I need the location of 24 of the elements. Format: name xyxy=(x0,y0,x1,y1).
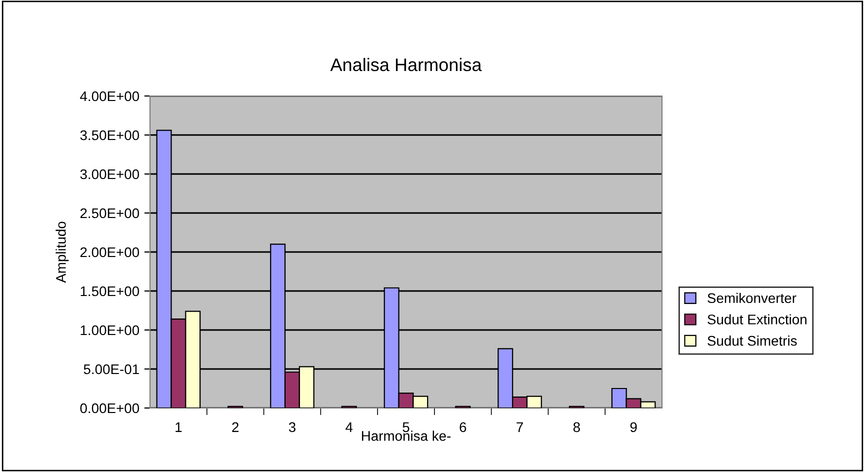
y-tick-label: 5.00E-01 xyxy=(84,364,139,374)
x-tick-label: 2 xyxy=(232,422,238,432)
y-tick-label: 2.50E+00 xyxy=(80,208,140,218)
y-tick-label: 0.00E+00 xyxy=(80,403,140,414)
legend-label: Sudut Extinction xyxy=(708,314,806,324)
x-tick-label: 9 xyxy=(630,422,637,432)
x-tick-label: 5 xyxy=(402,422,410,432)
legend-label: Sudut Simetris xyxy=(708,336,797,346)
x-tick-label: 1 xyxy=(176,422,182,432)
y-tick-label: 2.00E+00 xyxy=(80,247,140,258)
x-tick-label: 6 xyxy=(460,422,466,432)
y-tick-label: 1.50E+00 xyxy=(80,286,140,296)
x-tick-label: 7 xyxy=(516,422,523,432)
y-tick-label: 1.00E+00 xyxy=(80,325,140,336)
x-tick-label: 4 xyxy=(346,422,353,432)
x-tick-label: 3 xyxy=(288,422,296,432)
y-tick-label: 4.00E+00 xyxy=(80,91,140,102)
y-tick-label: 3.00E+00 xyxy=(80,169,140,180)
x-axis-title: Harmonisa ke- xyxy=(362,430,451,441)
y-axis-title: Amplitudo xyxy=(56,222,69,283)
y-tick-label: 3.50E+00 xyxy=(80,130,140,140)
chart-title: Analisa Harmonisa xyxy=(330,58,482,72)
legend-label: Semikonverter xyxy=(708,292,796,304)
x-tick-label: 8 xyxy=(573,422,580,432)
